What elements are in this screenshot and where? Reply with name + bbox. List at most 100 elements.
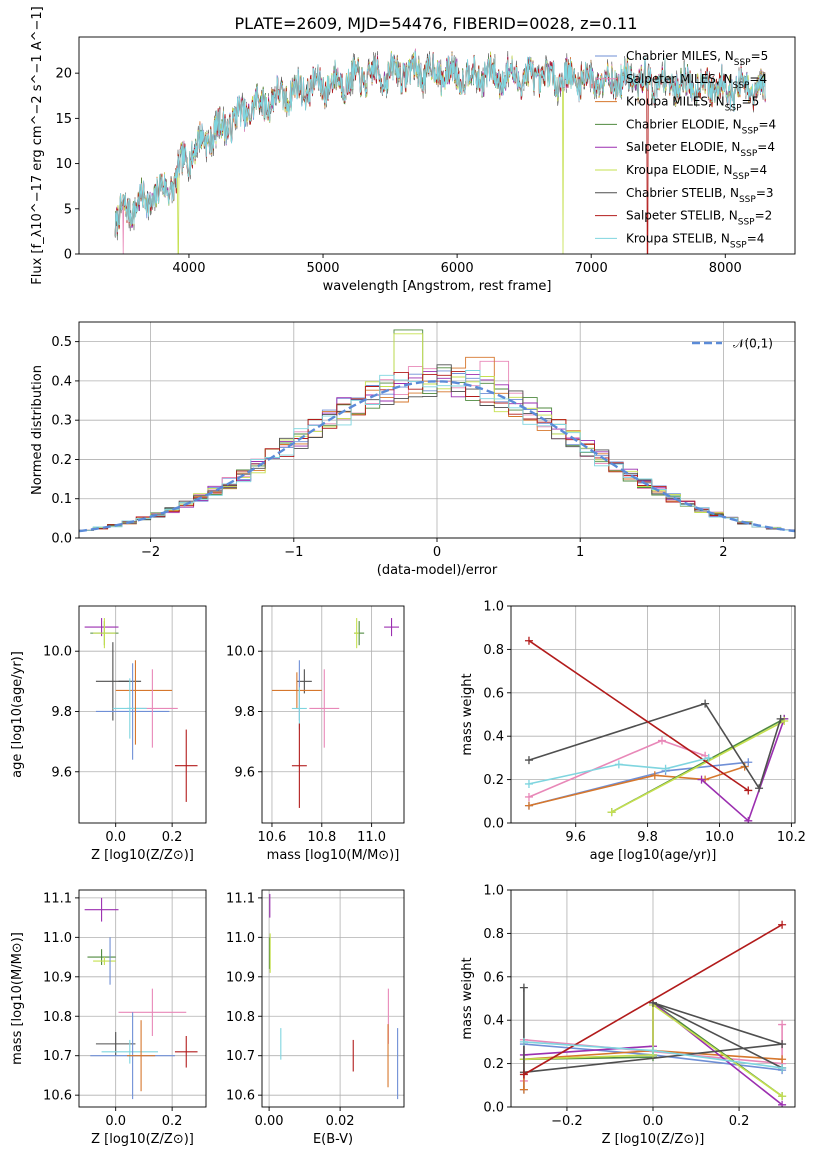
y-tick-label: 10.6 [226,1089,255,1104]
y-tick-label: 0.4 [483,1014,504,1029]
y-tick-label: 0.4 [51,374,72,389]
weight-marker [744,816,753,823]
weight-marker [657,736,666,745]
legend-entry-kroupa-elodie: Kroupa ELODIE, NSSP=4 [626,163,767,182]
weight-series-kroupa-stelib [519,1037,787,1072]
x-tick-label: 0.02 [326,1114,355,1129]
plot-area [84,897,198,1100]
legend-entry-kroupa-stelib: Kroupa STELIB, NSSP=4 [626,231,764,250]
weight-vs-metallicity-panel: −0.2 0.0 0.2 0.0 0.2 0.4 0.6 0.8 1.0 Z [log10(Z/Z… [460,884,796,1147]
point-salpeter-stelib [174,1035,198,1068]
plot-frame [78,889,207,1108]
y-tick-label: 0.4 [483,730,504,745]
y-tick-label: 10.0 [226,645,255,660]
y-axis-label: mass weight [460,673,475,755]
x-tick-label: 1 [576,545,584,560]
plot-background [79,890,206,1107]
weight-line [528,702,782,791]
x-tick-label: −0.2 [551,1114,583,1129]
point-salpeter-elodie [84,897,119,922]
weight-marker [614,760,623,769]
y-tick-label: 0.2 [483,1057,504,1072]
weight-series-kroupa-stelib [524,753,713,788]
point-kroupa-miles [126,1020,156,1092]
weight-marker [744,786,753,795]
x-tick-label: 4000 [172,261,205,276]
y-tick-label: 0.2 [51,453,72,468]
y-tick-label: 0.6 [483,686,504,701]
x-tick-label: 0.0 [105,830,126,845]
plot-area [524,636,789,823]
plot-frame [261,605,405,824]
weight-line [528,757,709,785]
y-tick-label: 0.8 [483,927,504,942]
y-tick-label: 10.6 [43,1089,72,1104]
legend-entry-salpeter-elodie: Salpeter ELODIE, NSSP=4 [626,140,775,159]
point-salpeter-stelib [174,729,198,802]
y-tick-label: 15 [55,112,72,127]
age-vs-mass-panel: 10.6 10.8 11.0 9.6 9.8 10.0 mass [log10(M/M⊙)] [226,605,405,863]
x-tick-label: 10.0 [705,830,734,845]
spectrum-panel: 4000 5000 6000 7000 8000 0 5 10 15 20 wavelength [… [30,6,796,294]
y-tick-label: 0 [64,248,72,263]
residuals-panel: −2 −1 0 1 2 0.0 0.1 0.2 0.3 0.4 0.5 (data-model)/er… [30,321,796,578]
y-tick-label: 10.8 [226,1010,255,1025]
y-tick-label: 0.6 [483,970,504,985]
y-axis-label: mass [log10(M/M⊙)] [10,932,25,1065]
figure-title: PLATE=2609, MJD=54476, FIBERID=0028, z=0… [234,14,637,33]
plot-frame [510,889,796,1108]
y-tick-label: 5 [64,202,72,217]
plot-frame [261,889,405,1108]
y-tick-label: 0.2 [483,773,504,788]
legend-entry-salpeter-miles: Salpeter MILES, NSSP=4 [626,72,767,91]
point-salpeter-elodie [384,618,400,637]
histogram-chabrier-stelib [79,364,795,531]
plot-background [262,890,404,1107]
weight-marker [704,753,713,762]
y-tick-label: 10.8 [43,1010,72,1025]
weight-series-chabrier-stelib [524,699,785,793]
legend-entry-kroupa-miles: Kroupa MILES, NSSP=5 [626,95,759,114]
histogram-kroupa-stelib [79,370,795,531]
x-axis-label: Z [log10(Z/Z⊙)] [91,848,194,863]
weight-marker [776,714,785,723]
y-tick-label: 0.0 [483,1101,504,1116]
x-tick-label: 2 [719,545,727,560]
x-axis-label: wavelength [Angstrom, rest frame] [323,279,552,294]
spectrum-line-kroupa-stelib [114,50,766,237]
weight-marker [778,1100,787,1107]
y-tick-label: 10.9 [226,970,255,985]
legend-entry-gaussian: 𝒩(0,1) [733,337,773,351]
plot-area [84,618,198,802]
legend: 𝒩(0,1) [692,337,773,351]
weight-marker [701,699,710,708]
x-axis-label: mass [log10(M/M⊙)] [267,848,400,863]
weight-marker [697,775,706,784]
x-tick-label: 0.0 [105,1114,126,1129]
point-kroupa-elodie [354,618,360,649]
point-salpeter-miles [118,988,187,1036]
weight-marker [519,1070,528,1079]
x-tick-label: 7000 [575,261,608,276]
y-axis-label: Normed distribution [30,365,45,495]
y-axis-label: mass weight [460,957,475,1039]
age-vs-metallicity-panel: 0.0 0.2 9.6 9.8 10.0 Z [log10(Z/Z⊙)] age [log1… [10,605,207,863]
point-kroupa-elodie [93,957,116,965]
point-salpeter-miles [309,669,340,748]
point-chabrier-miles [95,663,170,760]
weight-marker [778,1040,787,1049]
x-tick-label: 5000 [306,261,339,276]
point-kroupa-stelib [112,678,147,739]
weight-marker [778,1055,787,1064]
plot-frame [78,36,796,255]
x-axis-label: (data-model)/error [377,563,498,578]
plot-area [519,920,787,1107]
y-axis-label: age [log10(age/yr)] [10,651,25,778]
plot-area [79,329,795,533]
x-tick-label: 10.6 [257,830,286,845]
y-tick-label: 11.0 [43,931,72,946]
legend-entry-chabrier-stelib: Chabrier STELIB, NSSP=3 [626,186,774,205]
point-kroupa-stelib [101,1039,159,1064]
legend: Chabrier MILES, NSSP=5 Salpeter MILES, NS… [595,49,776,250]
